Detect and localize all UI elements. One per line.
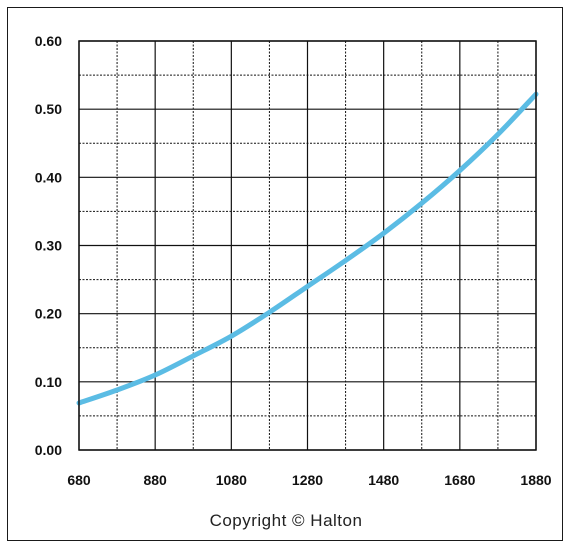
x-tick-label: 1080 [216,472,247,488]
plot-border [78,40,537,451]
grid [78,40,537,451]
y-tick-label: 0.00 [35,442,62,458]
y-tick-label: 0.60 [35,33,62,49]
y-axis-ticks: 0.00 0.10 0.20 0.30 0.40 0.50 0.60 [35,33,62,458]
x-tick-label: 1280 [292,472,323,488]
y-tick-label: 0.50 [35,101,62,117]
y-tick-label: 0.30 [35,238,62,254]
x-tick-label: 1480 [368,472,399,488]
chart-frame [7,7,563,541]
y-tick-label: 0.10 [35,374,62,390]
series-layer [76,91,539,406]
x-tick-label: 1680 [444,472,475,488]
copyright-text: Copyright © Halton [209,511,363,530]
y-tick-label: 0.40 [35,169,62,185]
y-tick-label: 0.20 [35,306,62,322]
x-tick-label: 1880 [520,472,551,488]
x-tick-label: 880 [143,472,167,488]
x-axis-ticks: 680 880 1080 1280 1480 1680 1880 [67,472,551,488]
x-tick-label: 680 [67,472,91,488]
series-line-0 [76,91,539,406]
